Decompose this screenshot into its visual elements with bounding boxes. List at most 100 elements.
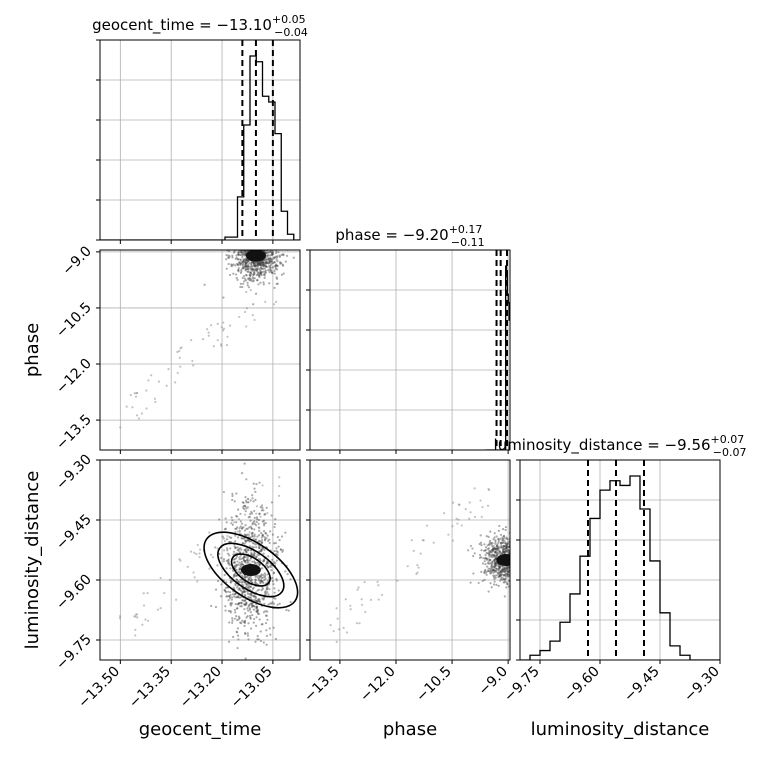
sample-point	[257, 261, 260, 264]
sample-point	[247, 237, 249, 239]
sample-point	[496, 553, 499, 556]
sample-point	[493, 532, 496, 535]
sample-point	[224, 586, 227, 590]
sample-point	[237, 638, 240, 641]
sample-point	[503, 537, 506, 540]
sample-point	[517, 553, 519, 555]
sample-point	[236, 627, 239, 630]
sample-point	[239, 621, 242, 624]
sample-point	[522, 552, 524, 554]
sample-point	[531, 541, 533, 543]
sample-point	[513, 566, 515, 568]
sample-point	[494, 563, 497, 566]
sample-point	[487, 547, 491, 550]
sample-point	[258, 276, 261, 279]
sample-point	[246, 267, 250, 270]
sample-point	[243, 575, 247, 579]
sample-point	[264, 265, 267, 268]
sample-point	[252, 236, 254, 238]
sample-point	[511, 549, 513, 551]
sample-point	[278, 247, 280, 249]
sample-point	[501, 547, 504, 550]
panel-title-geocent_time: geocent_time = −13.10+0.05 −0.04	[92, 13, 308, 39]
sample-point	[249, 585, 253, 589]
sample-point	[497, 573, 500, 576]
sample-point	[225, 521, 228, 524]
sample-point	[495, 551, 498, 554]
sample-point	[522, 562, 524, 564]
sample-point	[515, 554, 517, 556]
sample-point	[268, 627, 271, 630]
sample-point	[209, 553, 213, 556]
sample-point	[241, 563, 244, 566]
panel-phase-phase: phase = −9.20+0.17 −0.11	[306, 223, 511, 454]
sample-point	[515, 546, 517, 548]
sample-point	[277, 545, 280, 548]
sample-point	[257, 274, 260, 277]
sample-point	[256, 263, 260, 266]
sample-point	[237, 268, 240, 272]
sample-point	[246, 632, 249, 635]
sample-point	[269, 263, 273, 266]
sample-point	[264, 220, 266, 222]
sample-point	[236, 245, 238, 247]
sample-point	[245, 290, 248, 294]
sample-point	[240, 252, 243, 255]
sample-point	[270, 260, 273, 263]
sample-point	[270, 261, 273, 265]
sample-point	[275, 282, 278, 286]
sample-point	[535, 551, 537, 553]
sample-point	[511, 537, 513, 539]
sample-point	[493, 559, 496, 562]
sample-point	[525, 566, 527, 568]
sample-point	[511, 541, 513, 543]
sample-point	[249, 244, 251, 246]
sample-point	[256, 609, 259, 612]
sample-point	[227, 254, 230, 257]
sample-point	[511, 565, 513, 567]
sample-point	[245, 603, 248, 606]
sample-point	[253, 617, 256, 621]
sample-point	[258, 550, 261, 553]
sample-point	[239, 565, 243, 568]
sample-point	[227, 598, 230, 602]
sample-point	[242, 526, 245, 529]
sample-point	[251, 265, 254, 268]
sample-point	[272, 542, 276, 545]
sample-point	[253, 237, 255, 239]
sample-point	[495, 567, 498, 570]
sample-point	[241, 663, 243, 665]
sample-point	[485, 573, 488, 576]
sample-point	[527, 548, 529, 550]
sample-point	[511, 578, 513, 580]
sample-point	[271, 251, 275, 254]
sample-point	[225, 567, 228, 570]
sample-point	[505, 566, 508, 569]
sample-point	[261, 535, 265, 538]
sample-point	[531, 573, 533, 575]
sample-point	[488, 555, 491, 558]
sample-point	[280, 261, 283, 265]
sample-point	[267, 236, 269, 238]
sample-point	[495, 569, 498, 573]
sample-point	[245, 507, 248, 510]
sample-point	[275, 264, 278, 267]
sample-point	[262, 552, 265, 555]
sample-point	[254, 264, 257, 267]
sample-point	[240, 472, 244, 475]
sample-point	[260, 579, 263, 583]
sample-point	[249, 579, 252, 583]
sample-point	[246, 634, 250, 637]
sample-point	[516, 560, 518, 562]
sample-point	[504, 542, 507, 545]
sample-point	[244, 259, 248, 262]
sample-point	[163, 591, 166, 595]
sample-point	[260, 589, 263, 592]
sample-point	[270, 271, 273, 274]
sample-point	[257, 579, 260, 582]
sample-point	[272, 597, 275, 600]
sample-point	[228, 273, 232, 277]
sample-point	[260, 245, 262, 247]
sample-point	[490, 548, 493, 552]
